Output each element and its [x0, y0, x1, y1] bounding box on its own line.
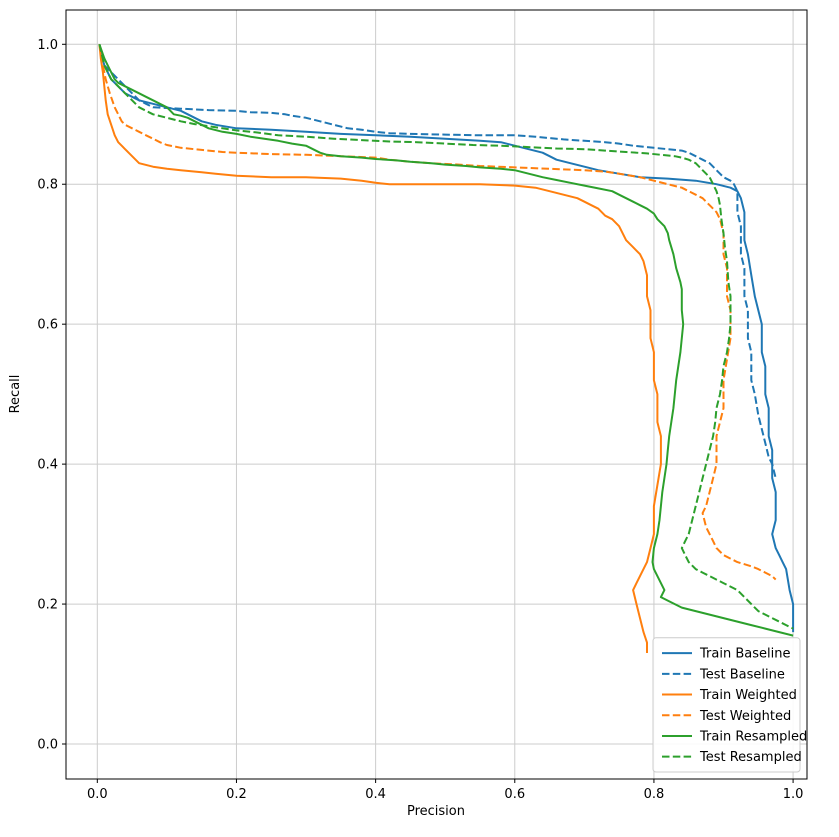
x-tick-label: 0.6	[504, 787, 525, 802]
legend-label: Train Weighted	[699, 688, 797, 703]
y-tick-label: 0.8	[37, 178, 58, 193]
legend-item-test-weighted: Test Weighted	[662, 709, 791, 724]
series-line-test-baseline	[98, 44, 777, 479]
legend-item-train-resampled: Train Resampled	[662, 729, 807, 744]
y-tick-label: 1.0	[37, 38, 58, 53]
plot-spines	[65, 9, 808, 780]
series-line-train-resampled	[98, 43, 794, 637]
series-line-test-resampled	[98, 44, 794, 630]
y-axis-label: Recall	[8, 375, 23, 414]
y-tick-label: 0.2	[37, 598, 58, 613]
legend-label: Test Baseline	[699, 667, 785, 682]
x-tick-label: 0.0	[87, 787, 108, 802]
x-tick-label: 0.4	[365, 787, 386, 802]
legend-item-train-weighted: Train Weighted	[662, 688, 797, 703]
series-layer	[98, 43, 795, 653]
legend-item-test-resampled: Test Resampled	[662, 750, 802, 765]
series-line-train-baseline	[98, 44, 795, 633]
legend-label: Train Resampled	[699, 729, 807, 744]
legend: Train Baseline Test Baseline Train Weighte…	[652, 637, 807, 773]
y-tick-label: 0.0	[37, 738, 58, 753]
legend-item-train-baseline: Train Baseline	[662, 647, 790, 662]
legend-item-test-baseline: Test Baseline	[662, 667, 785, 682]
series-line-train-weighted	[98, 44, 662, 653]
y-tick-label: 0.4	[37, 458, 58, 473]
x-tick-label: 0.2	[226, 787, 247, 802]
legend-frame	[652, 637, 801, 773]
legend-label: Test Weighted	[699, 709, 791, 724]
x-tick-label: 0.8	[644, 787, 665, 802]
legend-label: Test Resampled	[699, 750, 802, 765]
x-tick-label: 1.0	[783, 787, 804, 802]
x-axis-label: Precision	[407, 804, 465, 819]
series-line-test-weighted	[98, 44, 777, 581]
tick-layer: 0.0 0.2 0.4 0.6 0.8 1.0 0.0 0.2 0.4 0.6 0.8 1.0	[37, 38, 803, 802]
legend-label: Train Baseline	[699, 647, 790, 662]
y-tick-label: 0.6	[37, 318, 58, 333]
